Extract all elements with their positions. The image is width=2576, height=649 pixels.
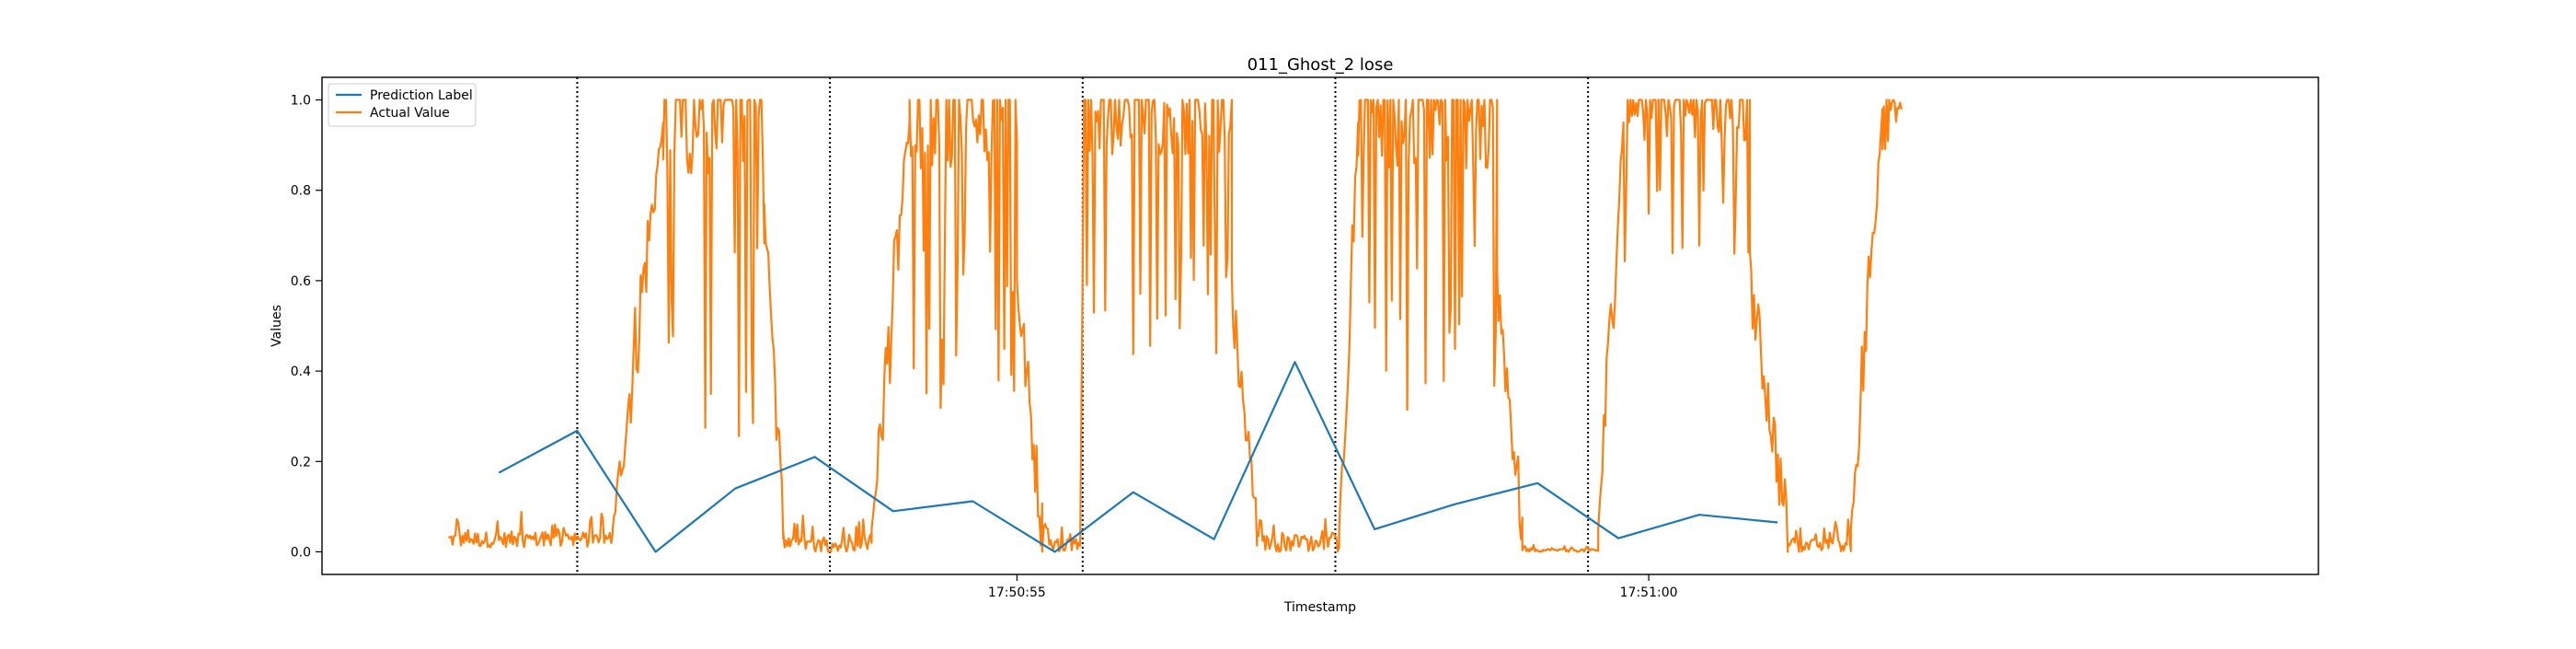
x-tick-label: 17:51:00 [1620, 585, 1678, 600]
x-axis-label: Timestamp [1283, 600, 1356, 615]
y-tick-label: 1.0 [291, 94, 311, 109]
legend: Prediction Label Actual Value [328, 84, 476, 126]
y-axis-label: Values [270, 305, 284, 347]
y-tick-label: 0.2 [291, 455, 311, 469]
x-tick-label: 17:50:55 [988, 585, 1046, 600]
legend-label: Actual Value [370, 106, 450, 121]
y-tick-label: 0.6 [291, 274, 311, 289]
chart-title: 011_Ghost_2 lose [1248, 55, 1394, 75]
legend-label: Prediction Label [370, 88, 473, 103]
y-tick-label: 0.8 [291, 184, 311, 199]
y-tick-label: 0.0 [291, 545, 311, 560]
y-tick-label: 0.4 [291, 365, 311, 379]
